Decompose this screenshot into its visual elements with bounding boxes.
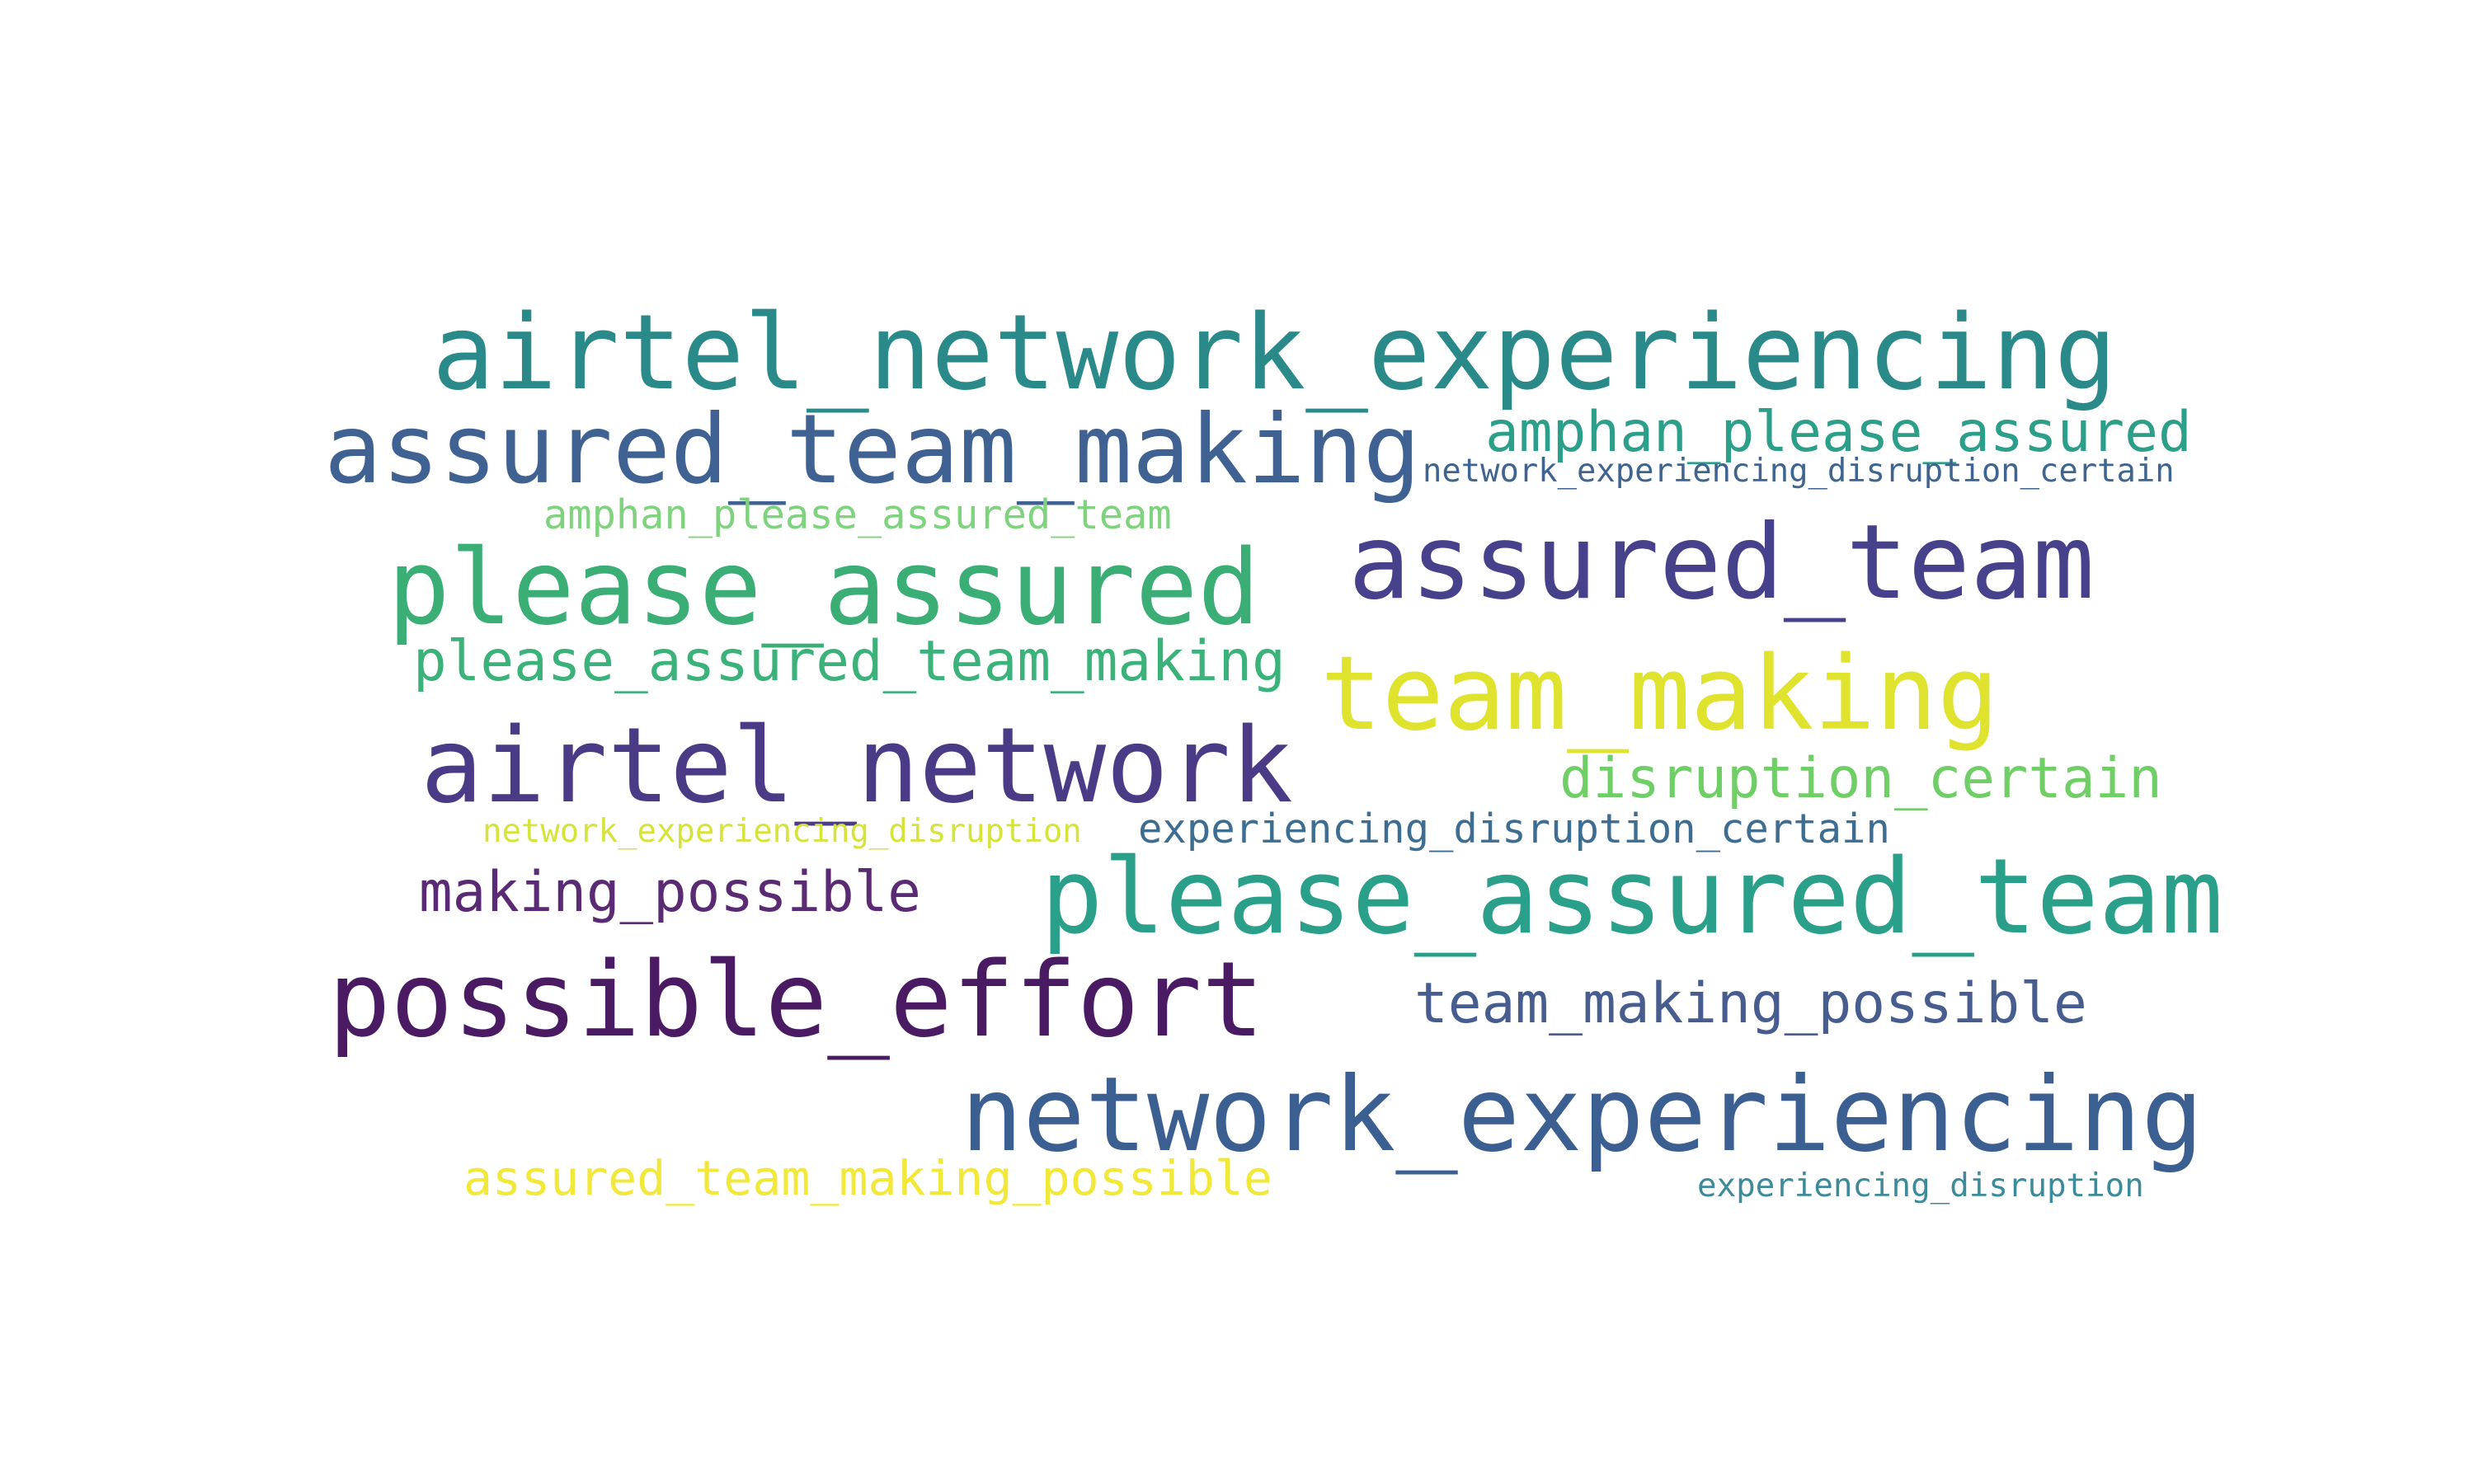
cloud-word: disruption_certain [1559,745,2162,810]
cloud-word: team_making_possible [1414,970,2087,1036]
cloud-word: network_experiencing_disruption_certain [1423,453,2175,490]
cloud-word: amphan_please_assured_team [543,492,1172,538]
cloud-word: airtel_network [421,705,1293,826]
cloud-word: please_assured_team [1041,837,2223,957]
cloud-word: making_possible [419,859,921,924]
cloud-word: experiencing_disruption_certain [1138,805,1890,852]
cloud-word: amphan_please_assured [1485,399,2192,464]
cloud-word: network_experiencing_disruption [482,813,1082,850]
cloud-word: airtel_network_experiencing [432,292,2117,413]
cloud-word: please_assured [388,527,1260,648]
cloud-word: please_assured_team_making [413,628,1286,693]
cloud-word: team_making [1320,635,1999,754]
cloud-word: assured_team_making_possible [463,1150,1272,1206]
cloud-word: experiencing_disruption [1697,1167,2144,1205]
cloud-word: network_experiencing [961,1054,2204,1175]
cloud-word: possible_effort [328,939,1264,1060]
cloud-word: assured_team_making [324,394,1421,505]
cloud-word: assured_team [1348,502,2095,622]
